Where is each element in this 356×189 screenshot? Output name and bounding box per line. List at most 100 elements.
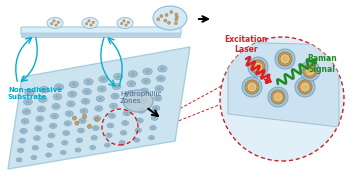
Circle shape [92, 21, 95, 24]
Ellipse shape [157, 76, 165, 82]
Ellipse shape [99, 87, 104, 91]
Ellipse shape [64, 132, 68, 134]
Ellipse shape [40, 98, 45, 101]
Circle shape [75, 121, 79, 125]
Ellipse shape [98, 97, 103, 100]
Ellipse shape [156, 97, 160, 100]
Ellipse shape [111, 93, 119, 99]
Ellipse shape [79, 129, 83, 132]
Circle shape [83, 114, 87, 118]
Ellipse shape [22, 129, 26, 132]
Ellipse shape [142, 89, 147, 93]
Circle shape [253, 62, 263, 72]
Ellipse shape [141, 99, 145, 102]
Ellipse shape [46, 153, 52, 157]
Ellipse shape [66, 111, 73, 116]
Ellipse shape [38, 96, 47, 102]
Ellipse shape [135, 128, 141, 132]
Ellipse shape [145, 70, 150, 73]
Circle shape [220, 37, 344, 161]
Ellipse shape [125, 112, 129, 115]
Ellipse shape [120, 142, 124, 144]
Ellipse shape [82, 110, 86, 112]
Ellipse shape [138, 119, 142, 122]
Ellipse shape [52, 115, 57, 118]
Ellipse shape [38, 117, 42, 120]
Circle shape [300, 82, 310, 92]
Ellipse shape [31, 155, 37, 160]
Ellipse shape [96, 107, 101, 110]
Ellipse shape [134, 138, 140, 142]
Circle shape [273, 92, 283, 102]
Ellipse shape [78, 128, 84, 133]
Ellipse shape [93, 137, 96, 139]
Ellipse shape [94, 116, 101, 121]
Circle shape [295, 77, 315, 97]
Ellipse shape [127, 92, 132, 95]
Ellipse shape [90, 146, 96, 150]
Circle shape [176, 16, 178, 19]
Ellipse shape [27, 91, 32, 94]
Ellipse shape [158, 77, 163, 80]
Circle shape [57, 21, 59, 24]
Ellipse shape [155, 86, 163, 91]
Polygon shape [228, 42, 339, 127]
Ellipse shape [99, 76, 108, 82]
Ellipse shape [26, 100, 30, 104]
Circle shape [88, 20, 90, 22]
Ellipse shape [36, 116, 44, 121]
Circle shape [247, 82, 257, 92]
Ellipse shape [136, 118, 143, 123]
Ellipse shape [21, 119, 29, 124]
Circle shape [249, 84, 255, 90]
Ellipse shape [52, 104, 60, 109]
Ellipse shape [25, 89, 34, 95]
Ellipse shape [129, 82, 134, 85]
Ellipse shape [153, 117, 157, 119]
Circle shape [72, 116, 77, 120]
Ellipse shape [20, 139, 24, 142]
Text: Raman
Signal: Raman Signal [307, 54, 337, 74]
Circle shape [88, 124, 91, 128]
Ellipse shape [51, 113, 58, 119]
Ellipse shape [143, 68, 152, 75]
Ellipse shape [35, 126, 42, 131]
Ellipse shape [117, 18, 133, 29]
Ellipse shape [158, 66, 167, 72]
Circle shape [127, 21, 130, 24]
Ellipse shape [64, 121, 72, 126]
Ellipse shape [91, 146, 94, 149]
Circle shape [300, 61, 320, 81]
Ellipse shape [119, 141, 125, 145]
Ellipse shape [86, 80, 91, 84]
Text: Hydrophillic
Zones: Hydrophillic Zones [120, 91, 162, 104]
Ellipse shape [111, 105, 116, 107]
Ellipse shape [48, 144, 52, 146]
Ellipse shape [107, 134, 111, 136]
Ellipse shape [130, 72, 135, 76]
Circle shape [95, 118, 99, 122]
Ellipse shape [76, 138, 83, 143]
Ellipse shape [60, 150, 66, 155]
Circle shape [275, 94, 281, 100]
Ellipse shape [57, 85, 62, 89]
Ellipse shape [151, 116, 158, 120]
Circle shape [120, 22, 123, 25]
FancyBboxPatch shape [21, 33, 180, 37]
Ellipse shape [127, 81, 136, 87]
Ellipse shape [40, 86, 49, 93]
Ellipse shape [35, 137, 39, 139]
Circle shape [255, 64, 261, 70]
Ellipse shape [33, 136, 40, 140]
Circle shape [125, 24, 127, 26]
Ellipse shape [150, 136, 153, 139]
Ellipse shape [152, 106, 160, 111]
Ellipse shape [120, 131, 127, 135]
Ellipse shape [110, 103, 117, 109]
Ellipse shape [148, 136, 155, 140]
Circle shape [90, 24, 92, 26]
Ellipse shape [32, 156, 36, 159]
Circle shape [268, 87, 288, 107]
Circle shape [160, 15, 163, 18]
Circle shape [174, 22, 177, 25]
